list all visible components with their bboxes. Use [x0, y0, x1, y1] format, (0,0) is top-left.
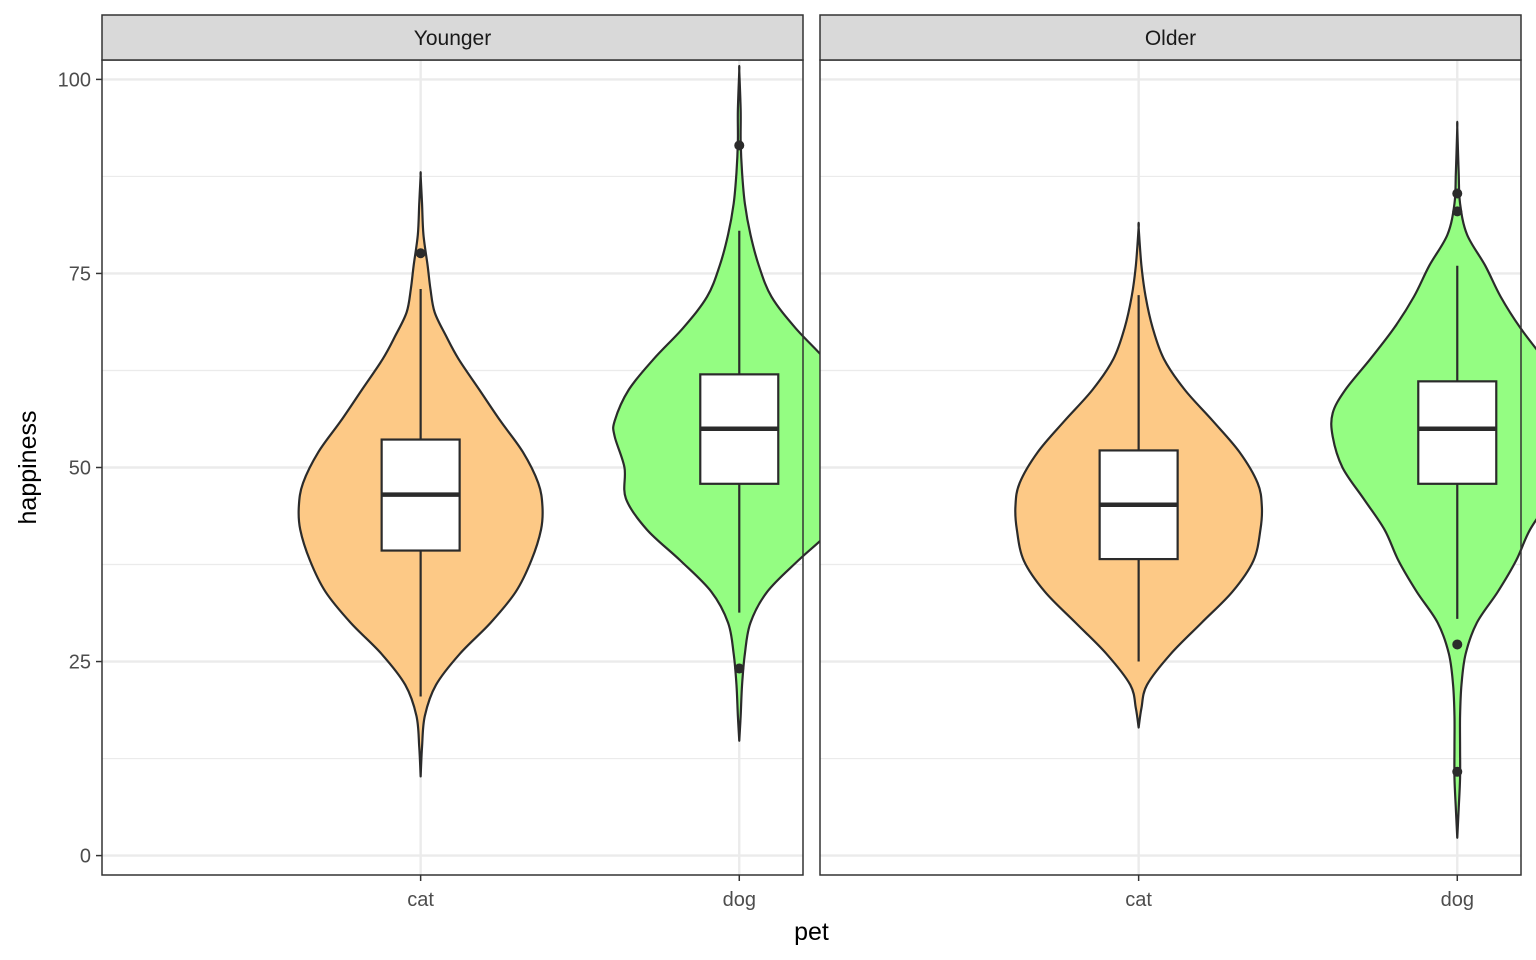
y-tick-label: 0 [80, 846, 91, 868]
facet-strip-label: Older [1145, 27, 1196, 50]
x-tick-label-cat: cat [407, 889, 434, 911]
y-tick-label: 25 [69, 652, 91, 674]
box-dog [1417, 380, 1498, 485]
y-tick-label: 50 [69, 458, 91, 480]
x-tick-label-dog: dog [723, 889, 756, 911]
outlier-point [415, 248, 426, 259]
outlier-point [734, 140, 745, 151]
y-tick-label: 100 [58, 69, 91, 91]
y-axis-title: happiness [14, 411, 42, 525]
x-axis-title: pet [794, 918, 829, 946]
x-tick-label-cat: cat [1125, 889, 1152, 911]
x-tick-label-dog: dog [1441, 889, 1474, 911]
facet-strip [819, 14, 1522, 61]
outlier-point [734, 663, 745, 674]
facet-strip [101, 14, 804, 61]
outlier-point [1452, 188, 1463, 199]
facet-panel-older: Older cat dog [819, 14, 1536, 911]
facet-panel-younger: Younger cat dog [101, 14, 867, 911]
outlier-point [1452, 639, 1463, 650]
outlier-point [1452, 766, 1463, 777]
outlier-point [1452, 206, 1463, 217]
facet-strip-label: Younger [414, 27, 491, 50]
y-tick-label: 75 [69, 263, 91, 285]
